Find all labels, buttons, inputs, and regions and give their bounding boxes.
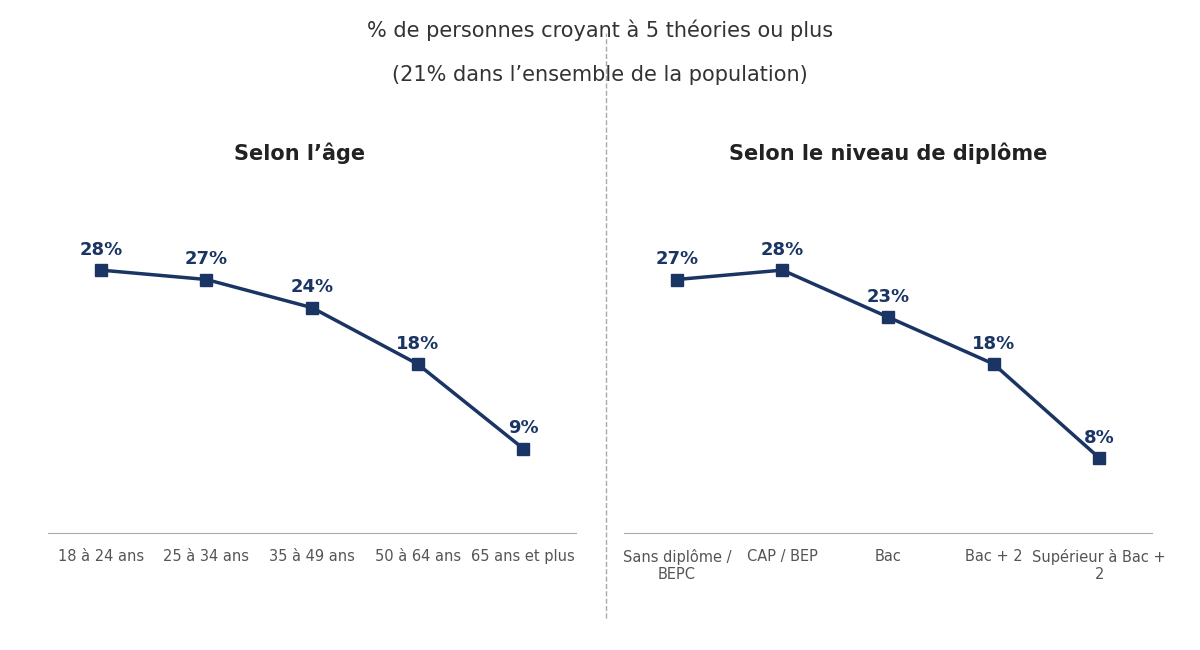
Text: 23%: 23% (866, 288, 910, 305)
Text: % de personnes croyant à 5 théories ou plus: % de personnes croyant à 5 théories ou p… (367, 20, 833, 41)
Text: Selon l’âge: Selon l’âge (234, 143, 366, 164)
Text: 18%: 18% (972, 335, 1015, 353)
Text: 24%: 24% (290, 278, 334, 296)
Text: 8%: 8% (1084, 428, 1115, 447)
Text: 18%: 18% (396, 335, 439, 353)
Text: (21% dans l’ensemble de la population): (21% dans l’ensemble de la population) (392, 65, 808, 85)
Text: 9%: 9% (508, 419, 539, 437)
Text: 28%: 28% (761, 241, 804, 259)
Text: 28%: 28% (79, 241, 122, 259)
Text: 27%: 27% (185, 250, 228, 268)
Text: 27%: 27% (655, 250, 698, 268)
Text: Selon le niveau de diplôme: Selon le niveau de diplôme (728, 143, 1048, 164)
